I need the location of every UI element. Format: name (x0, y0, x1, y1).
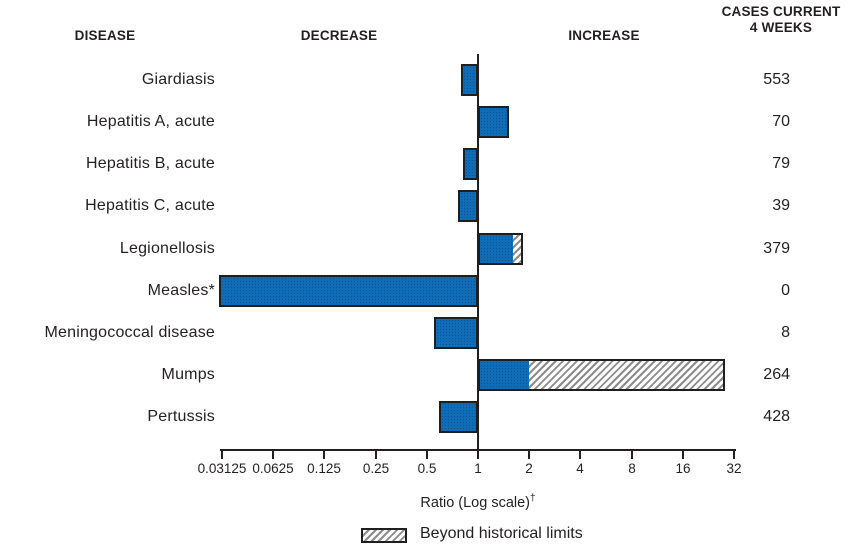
bar-solid-segment (480, 361, 529, 389)
disease-label: Measles* (147, 282, 215, 299)
disease-label: Giardiasis (141, 71, 215, 88)
bar-hatch-segment (529, 361, 723, 389)
bar-solid-segment (221, 277, 476, 305)
decrease-column-header: DECREASE (300, 28, 378, 43)
axis-tick (426, 449, 428, 459)
ratio-bar (478, 359, 725, 391)
ratio-bar (463, 148, 478, 180)
axis-tick (375, 449, 377, 459)
axis-tick-label: 0.03125 (197, 461, 247, 476)
axis-tick-label: 16 (675, 461, 691, 476)
x-axis-label: Ratio (Log scale)† (378, 493, 578, 511)
bar-solid-segment (460, 192, 476, 220)
disease-label: Hepatitis B, acute (86, 155, 215, 172)
axis-tick-label: 1 (474, 461, 482, 476)
cases-count: 379 (763, 240, 790, 257)
increase-column-header: INCREASE (568, 28, 640, 43)
axis-tick (221, 449, 223, 459)
disease-label: Pertussis (147, 408, 215, 425)
ratio-bar (439, 401, 478, 433)
bar-solid-segment (436, 319, 476, 347)
cases-count: 428 (763, 408, 790, 425)
axis-tick (579, 449, 581, 459)
disease-label: Hepatitis A, acute (86, 113, 215, 130)
disease-column-header: DISEASE (74, 28, 136, 43)
cases-count: 39 (772, 197, 790, 214)
axis-tick-label: 4 (576, 461, 584, 476)
legend-label: Beyond historical limits (420, 525, 583, 542)
disease-label: Hepatitis C, acute (85, 197, 215, 214)
disease-label: Meningococcal disease (44, 324, 215, 341)
axis-tick (323, 449, 325, 459)
cases-count: 8 (781, 324, 790, 341)
bar-solid-segment (441, 403, 476, 431)
cases-column-header-line2: 4 WEEKS (749, 20, 813, 36)
ratio-bar (219, 275, 478, 307)
bar-hatch-segment (513, 235, 521, 263)
axis-tick-label: 0.25 (362, 461, 390, 476)
disease-label: Legionellosis (119, 240, 215, 257)
cases-count: 264 (763, 366, 790, 383)
bar-solid-segment (480, 108, 507, 136)
axis-tick-label: 8 (628, 461, 636, 476)
ratio-bar (461, 64, 478, 96)
disease-label: Mumps (161, 366, 215, 383)
axis-tick (477, 449, 479, 459)
axis-tick-label: 2 (525, 461, 533, 476)
ratio-bar (478, 106, 509, 138)
cases-count: 70 (772, 113, 790, 130)
cases-count: 0 (781, 282, 790, 299)
bar-solid-segment (465, 150, 476, 178)
bar-solid-segment (480, 235, 513, 263)
axis-tick-label: 0.125 (307, 461, 341, 476)
cases-column-header-line1: CASES CURRENT (721, 4, 841, 19)
dagger-superscript: † (530, 493, 536, 504)
cases-count: 79 (772, 155, 790, 172)
ratio-bar (478, 233, 523, 265)
cases-count: 553 (763, 71, 790, 88)
axis-tick (528, 449, 530, 459)
axis-tick-label: 32 (726, 461, 742, 476)
axis-tick (682, 449, 684, 459)
legend-hatch-swatch (361, 528, 407, 543)
axis-tick (733, 449, 735, 459)
axis-tick-label: 0.5 (417, 461, 437, 476)
x-axis-label-text: Ratio (Log scale) (420, 494, 531, 511)
axis-tick (272, 449, 274, 459)
cases-column-header: CASES CURRENT 4 WEEKS (711, 4, 851, 36)
ratio-bar (458, 190, 478, 222)
ratio-bar (434, 317, 478, 349)
axis-tick (631, 449, 633, 459)
bar-solid-segment (463, 66, 476, 94)
axis-tick-label: 0.0625 (252, 461, 294, 476)
